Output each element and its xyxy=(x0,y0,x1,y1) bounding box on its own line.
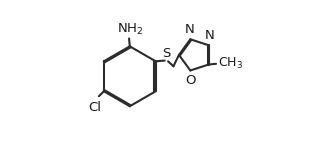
Text: NH$_2$: NH$_2$ xyxy=(116,22,143,37)
Text: Cl: Cl xyxy=(88,101,101,114)
Text: CH$_3$: CH$_3$ xyxy=(218,56,243,71)
Text: S: S xyxy=(162,47,171,60)
Text: O: O xyxy=(185,74,195,87)
Text: N: N xyxy=(185,23,195,36)
Text: N: N xyxy=(204,29,214,42)
